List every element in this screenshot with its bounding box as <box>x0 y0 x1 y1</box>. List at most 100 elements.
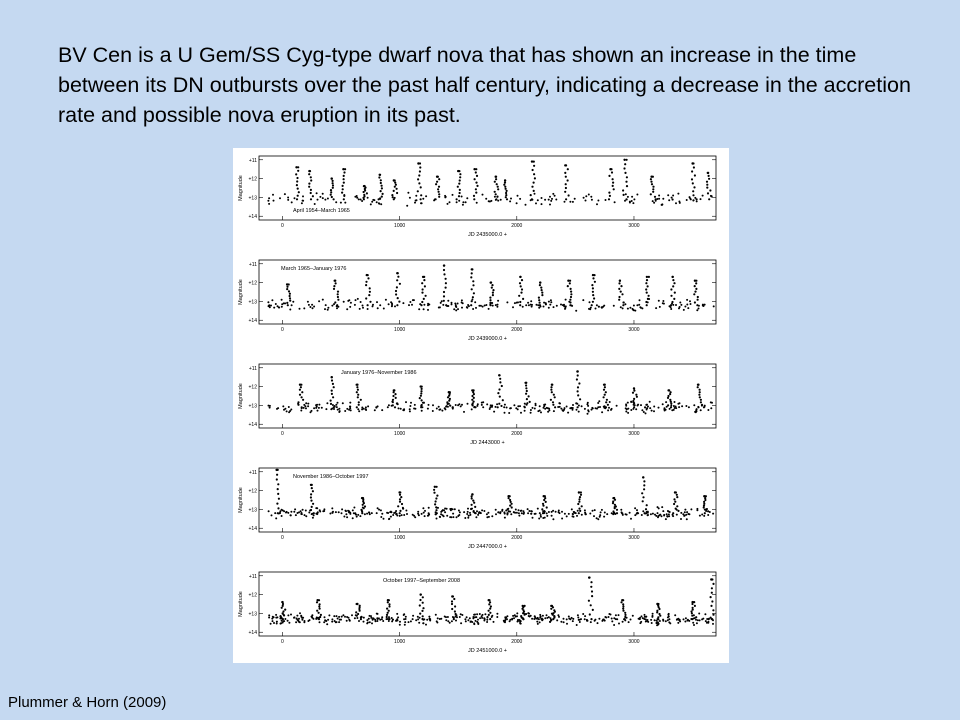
quiescent-point <box>597 402 600 404</box>
outburst-point <box>398 282 401 285</box>
quiescent-point <box>672 194 675 197</box>
outburst-point <box>363 505 367 508</box>
quiescent-point <box>268 616 271 619</box>
quiescent-point <box>633 198 636 201</box>
outburst <box>450 595 457 621</box>
outburst-point <box>669 393 672 396</box>
quiescent-point <box>563 305 566 308</box>
outburst <box>506 495 513 515</box>
quiescent-point <box>663 407 666 410</box>
outburst-point <box>504 196 507 199</box>
quiescent-point <box>300 614 303 617</box>
outburst-point <box>576 390 579 393</box>
quiescent-point <box>366 196 369 199</box>
quiescent-point <box>632 309 635 312</box>
outburst-peak <box>392 389 395 392</box>
outburst-point <box>355 611 358 614</box>
quiescent-point <box>372 198 375 201</box>
outburst-point <box>611 184 614 187</box>
quiescent-point <box>345 513 348 516</box>
quiescent-point <box>376 618 379 620</box>
quiescent-point <box>415 619 418 622</box>
outburst-point <box>420 387 423 390</box>
quiescent-point <box>537 410 540 413</box>
quiescent-point <box>658 305 661 308</box>
quiescent-point <box>451 193 454 196</box>
outburst-point <box>693 285 696 288</box>
quiescent-point <box>565 618 568 621</box>
outburst-point <box>625 180 628 183</box>
outburst-point <box>564 186 567 190</box>
outburst-point <box>590 581 593 584</box>
quiescent-point <box>321 197 324 200</box>
quiescent-point <box>344 201 347 204</box>
outburst-point <box>633 404 636 407</box>
quiescent-point <box>562 621 565 624</box>
quiescent-point <box>643 615 646 618</box>
outburst <box>377 173 384 201</box>
quiescent-point <box>283 620 286 623</box>
quiescent-point <box>688 619 691 622</box>
outburst-point <box>578 496 582 499</box>
outburst-point <box>702 504 706 507</box>
outburst-point <box>453 597 456 601</box>
quiescent-point <box>486 516 489 519</box>
quiescent-point <box>432 404 434 407</box>
outburst-point <box>647 275 650 278</box>
quiescent-point <box>422 197 425 200</box>
quiescent-point <box>675 407 678 410</box>
outburst-point <box>493 190 496 193</box>
outburst <box>418 385 425 409</box>
outburst-point <box>312 502 315 505</box>
outburst-point <box>391 194 394 197</box>
outburst-point <box>522 612 525 615</box>
quiescent-point <box>678 618 681 621</box>
outburst-point <box>286 288 289 291</box>
quiescent-point <box>596 622 599 625</box>
quiescent-point <box>333 408 335 410</box>
quiescent-point <box>353 303 356 306</box>
quiescent-point <box>336 307 338 310</box>
quiescent-point <box>414 407 417 410</box>
outburst-point <box>589 604 592 607</box>
outburst-point <box>459 173 462 176</box>
outburst-point <box>633 389 636 392</box>
outburst-point <box>522 618 525 621</box>
outburst-point <box>551 613 554 616</box>
quiescent-point <box>499 511 502 514</box>
quiescent-point <box>422 507 425 510</box>
quiescent-point <box>677 621 680 624</box>
quiescent-point <box>515 511 518 514</box>
quiescent-point <box>625 408 628 411</box>
outburst-point <box>708 198 711 201</box>
outburst-point <box>420 304 423 307</box>
outburst-point <box>554 406 557 409</box>
quiescent-point <box>591 509 594 512</box>
quiescent-point <box>573 197 576 200</box>
outburst-point <box>331 184 335 187</box>
outburst-point <box>297 403 300 406</box>
outburst-point <box>551 401 555 404</box>
outburst-point <box>649 178 652 181</box>
quiescent-point <box>576 614 579 617</box>
quiescent-point <box>676 618 679 621</box>
quiescent-point <box>381 616 384 619</box>
quiescent-point <box>476 620 479 623</box>
quiescent-point <box>357 408 360 411</box>
quiescent-point <box>472 616 475 618</box>
quiescent-point <box>630 517 632 520</box>
quiescent-point <box>576 514 578 517</box>
y-tick-label: +13 <box>249 299 258 305</box>
quiescent-point <box>587 404 590 407</box>
quiescent-point <box>351 517 354 520</box>
outburst-point <box>667 404 670 407</box>
outburst <box>489 281 495 307</box>
outburst-point <box>538 301 541 304</box>
quiescent-point <box>331 404 334 406</box>
quiescent-point <box>396 618 399 621</box>
outburst-point <box>591 300 594 303</box>
quiescent-point <box>539 613 542 616</box>
quiescent-point <box>635 408 638 411</box>
quiescent-point <box>572 404 574 406</box>
outburst-point <box>420 403 423 407</box>
